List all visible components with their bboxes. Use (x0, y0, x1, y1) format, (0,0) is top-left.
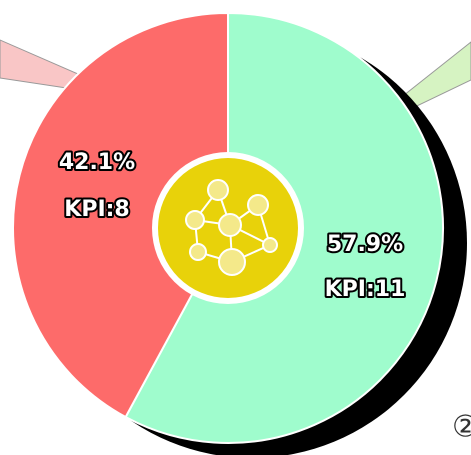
slice-percent-label: 42.1% (59, 150, 135, 175)
slice-kpi-label: KPI:11 (325, 277, 406, 302)
slice-percent-label: 57.9% (327, 232, 403, 257)
network-nodes (185, 179, 278, 276)
corner-mark: ② (452, 410, 471, 445)
slice-kpi-label: KPI:8 (64, 197, 129, 222)
pie-slice (12, 11, 229, 419)
